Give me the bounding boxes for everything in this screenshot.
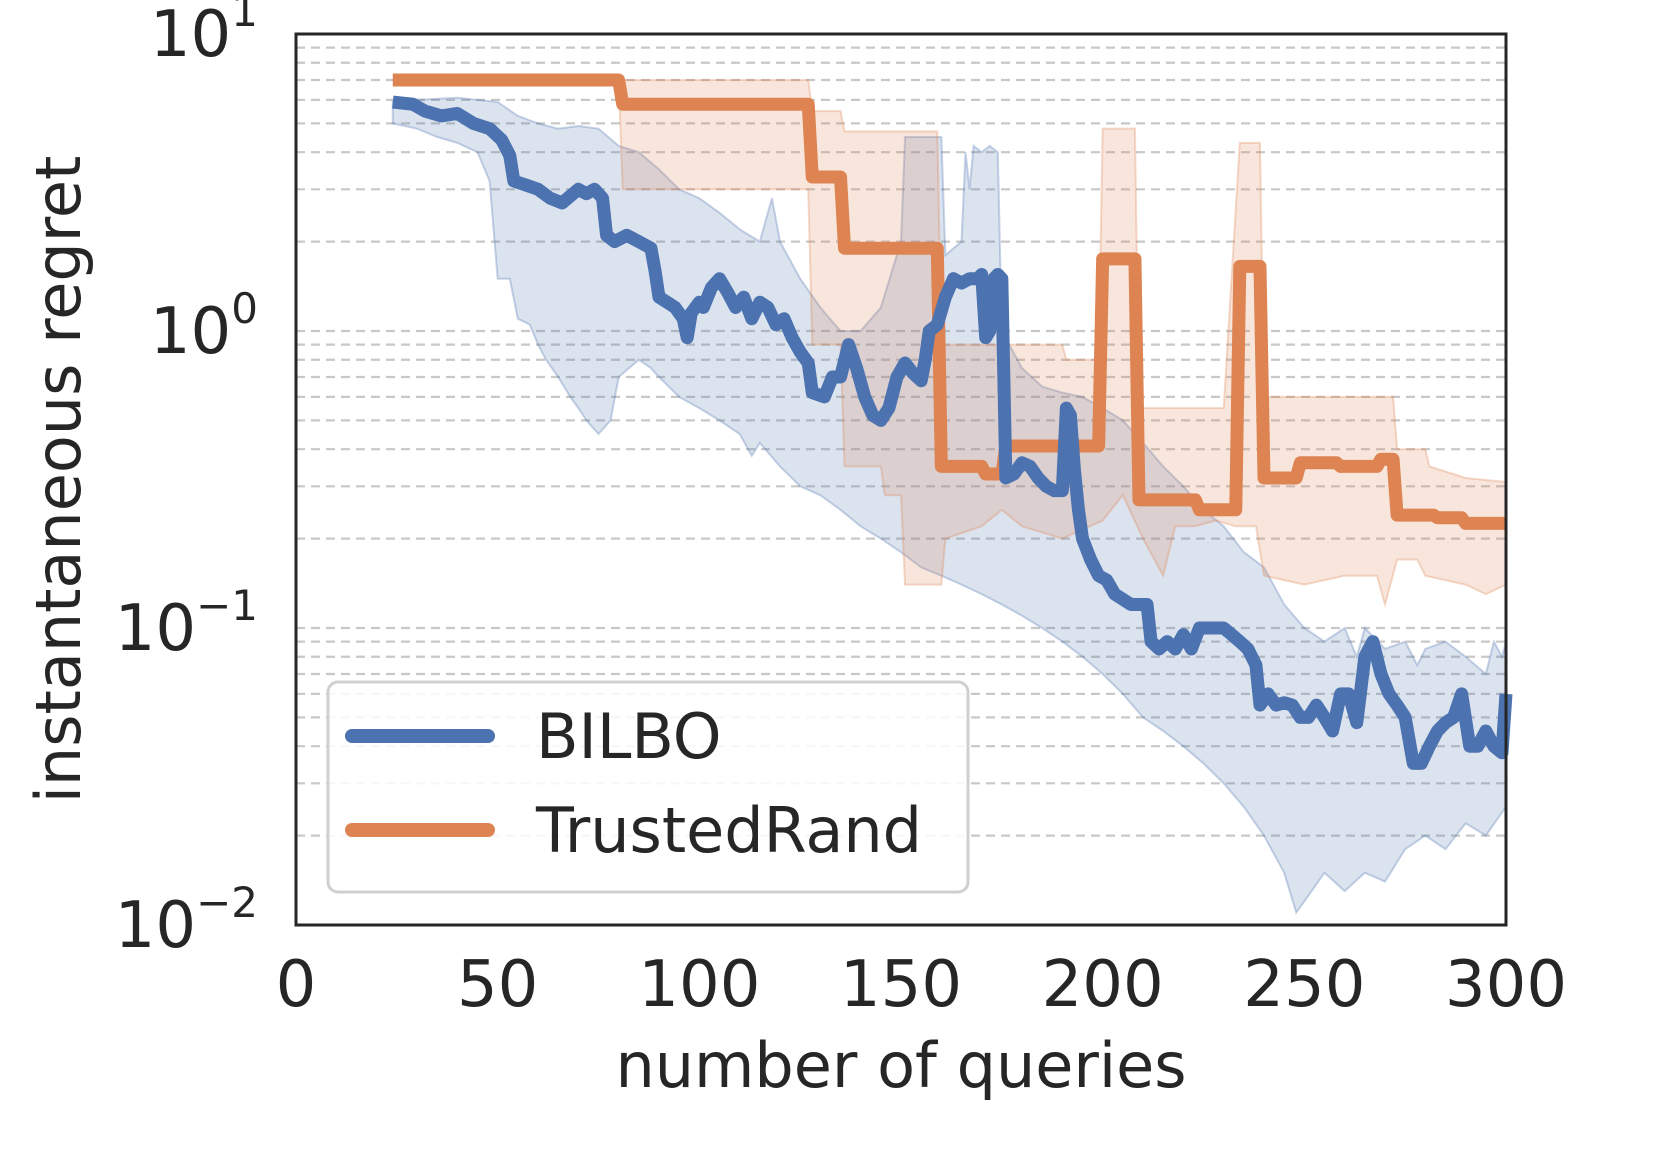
- x-tick-label: 150: [840, 948, 962, 1022]
- y-tick-label: 10−2: [115, 878, 258, 963]
- x-tick-label: 50: [457, 948, 538, 1022]
- series-lines: [392, 73, 1513, 770]
- legend: BILBO TrustedRand: [326, 680, 970, 894]
- grid-lines: [296, 46, 1506, 837]
- line-trustedrand: [392, 73, 1506, 530]
- x-tick-labels: 0 50 100 150 200 250 300: [276, 948, 1567, 1022]
- legend-label-bilbo: BILBO: [536, 700, 722, 773]
- line-bilbo: [392, 95, 1513, 770]
- x-tick-label: 100: [638, 948, 760, 1022]
- x-axis-label: number of queries: [615, 1029, 1186, 1102]
- x-tick-label: 250: [1243, 948, 1365, 1022]
- legend-label-trustedrand: TrustedRand: [535, 794, 922, 867]
- plot-frame: [294, 32, 1508, 927]
- x-tick-label: 0: [276, 948, 317, 1022]
- y-axis-label: instantaneous regret: [22, 156, 95, 804]
- y-tick-label: 100: [150, 284, 258, 369]
- x-tick-label: 200: [1042, 948, 1164, 1022]
- y-tick-label: 10−1: [115, 581, 258, 666]
- x-tick-label: 300: [1445, 948, 1567, 1022]
- band-trustedrand: [392, 79, 1507, 609]
- y-tick-labels: 101 100 10−1 10−2: [115, 0, 258, 963]
- y-tick-label: 101: [150, 0, 258, 72]
